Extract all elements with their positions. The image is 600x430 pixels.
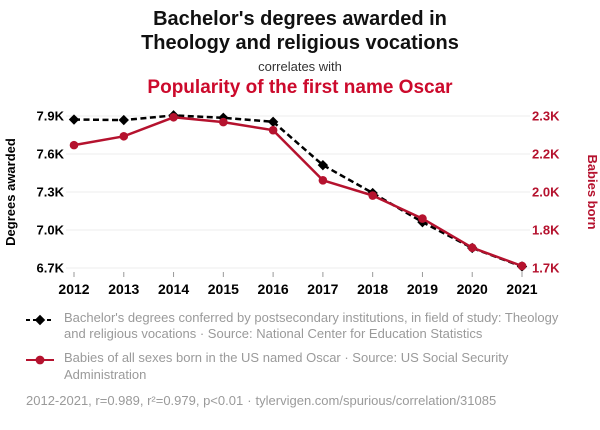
legend-text-degrees: Bachelor's degrees conferred by postseco… bbox=[64, 309, 559, 342]
right-axis-tick-label: 2.0K bbox=[532, 184, 560, 199]
chart-header: Bachelor's degrees awarded in Theology a… bbox=[0, 0, 600, 99]
chart-title-line-2: Theology and religious vocations bbox=[141, 32, 459, 55]
left-axis-tick-label: 7.3K bbox=[37, 184, 65, 199]
correlates-with-text: correlates with bbox=[258, 58, 342, 74]
degrees-series-marker-icon bbox=[26, 313, 54, 331]
x-axis-year-label: 2020 bbox=[457, 281, 488, 297]
footer-separator: · bbox=[247, 393, 252, 409]
x-axis-year-label: 2019 bbox=[407, 281, 438, 297]
left-axis-tick-label: 7.9K bbox=[37, 108, 65, 123]
x-axis-year-label: 2015 bbox=[208, 281, 239, 297]
x-axis-year-label: 2013 bbox=[108, 281, 139, 297]
circle-data-point-marker bbox=[467, 243, 477, 252]
diamond-data-point-marker bbox=[118, 114, 129, 126]
oscar-series-line bbox=[73, 115, 523, 267]
source-link[interactable]: tylervigen.com/spurious/correlation/3108… bbox=[255, 393, 497, 409]
x-axis-year-label: 2021 bbox=[506, 281, 537, 297]
right-axis-tick-label: 1.8K bbox=[532, 222, 560, 237]
x-axis-year-label: 2012 bbox=[58, 281, 89, 297]
circle-data-point-marker bbox=[169, 112, 178, 122]
left-axis-title: Degrees awarded bbox=[3, 138, 18, 246]
circle-data-point-marker bbox=[268, 125, 278, 135]
x-axis-year-label: 2018 bbox=[357, 281, 388, 297]
chart-title-line-1: Bachelor's degrees awarded in bbox=[153, 8, 447, 30]
x-axis-year-label: 2014 bbox=[158, 281, 189, 297]
x-axis-year-label: 2016 bbox=[258, 281, 289, 297]
right-axis-tick-label: 1.7K bbox=[532, 260, 560, 275]
legend-text-oscar: Babies of all sexes born in the US named… bbox=[64, 350, 509, 382]
oscar-series-marker-icon bbox=[26, 353, 54, 371]
circle-data-point-marker bbox=[318, 175, 328, 185]
circle-data-point-marker bbox=[69, 140, 79, 150]
circle-data-point-marker bbox=[368, 191, 377, 200]
correlation-chart: 7.9K 2.3K 7.6K 2.2K 7.3K 2.0K 7.0K 1.8K 6.7K 1.7K… bbox=[3, 108, 600, 297]
chart-subtitle: Popularity of the first name Oscar bbox=[147, 76, 453, 98]
right-axis-tick-label: 2.3K bbox=[532, 108, 560, 123]
legend-item-degrees: Bachelor's degrees conferred by postseco… bbox=[26, 310, 574, 343]
legend-item-oscar: Babies of all sexes born in the US named… bbox=[26, 350, 574, 383]
circle-data-point-marker bbox=[219, 117, 228, 127]
correlation-stats: 2012-2021, r=0.989, r²=0.979, p<0.01 bbox=[26, 393, 244, 409]
circle-data-point-marker bbox=[119, 131, 129, 141]
left-axis-tick-label: 6.7K bbox=[37, 260, 65, 275]
degrees-series-line bbox=[73, 113, 523, 268]
circle-data-point-marker bbox=[517, 261, 527, 271]
chart-legend: Bachelor's degrees conferred by postseco… bbox=[0, 305, 600, 384]
chart-footer: 2012-2021, r=0.989, r²=0.979, p<0.01 · tyl… bbox=[0, 390, 600, 408]
right-axis-title: Babies born bbox=[585, 154, 600, 229]
diamond-data-point-marker bbox=[267, 116, 279, 127]
right-axis-tick-label: 2.2K bbox=[532, 146, 560, 161]
left-axis-tick-label: 7.0K bbox=[37, 222, 65, 237]
left-axis-tick-label: 7.6K bbox=[37, 146, 65, 161]
x-axis-year-label: 2017 bbox=[307, 281, 338, 297]
circle-data-point-marker bbox=[418, 214, 427, 223]
